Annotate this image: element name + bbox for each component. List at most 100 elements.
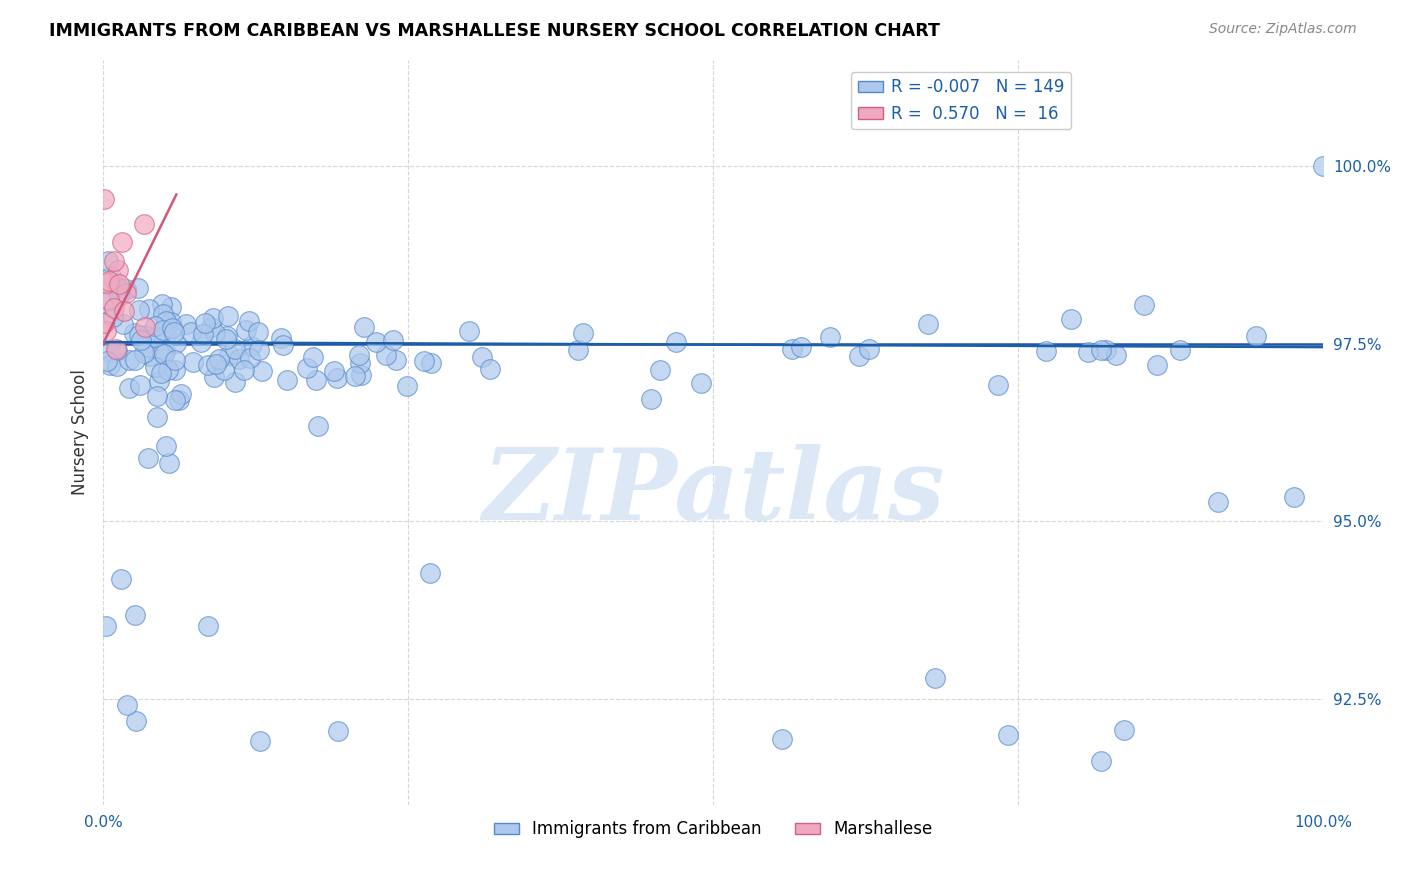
- Point: [148, 374, 170, 388]
- Point: [224, 375, 246, 389]
- Point: [917, 317, 939, 331]
- Text: ZIPatlas: ZIPatlas: [482, 443, 945, 541]
- Point: [224, 342, 246, 356]
- Point: [165, 362, 187, 376]
- Point: [103, 253, 125, 268]
- Point: [353, 319, 375, 334]
- Point: [997, 728, 1019, 742]
- Point: [858, 342, 880, 356]
- Point: [150, 297, 173, 311]
- Point: [167, 392, 190, 407]
- Point: [98, 359, 121, 373]
- Point: [153, 343, 176, 358]
- Point: [145, 330, 167, 344]
- Point: [1284, 490, 1306, 504]
- Point: [375, 348, 398, 362]
- Point: [105, 359, 128, 373]
- Point: [115, 698, 138, 713]
- Point: [180, 325, 202, 339]
- Point: [96, 276, 118, 290]
- Point: [160, 300, 183, 314]
- Point: [157, 456, 180, 470]
- Point: [165, 392, 187, 407]
- Point: [98, 274, 121, 288]
- Point: [295, 361, 318, 376]
- Point: [118, 353, 141, 368]
- Point: [155, 327, 177, 342]
- Point: [217, 310, 239, 324]
- Point: [93, 317, 115, 331]
- Point: [1095, 343, 1118, 358]
- Point: [218, 348, 240, 362]
- Point: [250, 364, 273, 378]
- Point: [108, 277, 131, 291]
- Point: [94, 619, 117, 633]
- Point: [690, 376, 713, 390]
- Point: [239, 338, 262, 352]
- Point: [247, 343, 270, 357]
- Point: [382, 333, 405, 347]
- Point: [1090, 343, 1112, 358]
- Point: [640, 392, 662, 406]
- Point: [131, 333, 153, 347]
- Point: [190, 334, 212, 349]
- Point: [249, 733, 271, 747]
- Point: [100, 268, 122, 283]
- Point: [155, 439, 177, 453]
- Point: [1133, 298, 1156, 312]
- Point: [848, 349, 870, 363]
- Point: [107, 289, 129, 303]
- Point: [118, 381, 141, 395]
- Point: [100, 344, 122, 359]
- Point: [124, 608, 146, 623]
- Point: [987, 377, 1010, 392]
- Point: [1077, 344, 1099, 359]
- Point: [128, 328, 150, 343]
- Y-axis label: Nursery School: Nursery School: [72, 369, 89, 495]
- Point: [152, 307, 174, 321]
- Point: [139, 349, 162, 363]
- Point: [212, 363, 235, 377]
- Point: [471, 351, 494, 365]
- Point: [208, 351, 231, 366]
- Point: [193, 326, 215, 341]
- Point: [458, 324, 481, 338]
- Point: [567, 343, 589, 357]
- Point: [129, 378, 152, 392]
- Point: [305, 373, 328, 387]
- Point: [93, 296, 115, 310]
- Point: [128, 302, 150, 317]
- Point: [820, 330, 842, 344]
- Point: [200, 320, 222, 334]
- Point: [111, 317, 134, 331]
- Point: [366, 334, 388, 349]
- Point: [1170, 343, 1192, 357]
- Point: [107, 263, 129, 277]
- Legend: Immigrants from Caribbean, Marshallese: Immigrants from Caribbean, Marshallese: [486, 814, 939, 845]
- Point: [326, 371, 349, 385]
- Point: [1114, 723, 1136, 737]
- Point: [114, 282, 136, 296]
- Point: [301, 350, 323, 364]
- Point: [215, 332, 238, 346]
- Point: [97, 254, 120, 268]
- Point: [1312, 159, 1334, 173]
- Point: [163, 325, 186, 339]
- Point: [924, 671, 946, 685]
- Point: [101, 310, 124, 324]
- Point: [150, 366, 173, 380]
- Point: [143, 360, 166, 375]
- Point: [153, 346, 176, 360]
- Point: [136, 450, 159, 465]
- Point: [145, 318, 167, 333]
- Point: [146, 389, 169, 403]
- Point: [165, 336, 187, 351]
- Point: [197, 358, 219, 372]
- Point: [239, 351, 262, 365]
- Point: [125, 714, 148, 728]
- Point: [1244, 329, 1267, 343]
- Point: [170, 386, 193, 401]
- Point: [307, 418, 329, 433]
- Point: [326, 724, 349, 739]
- Point: [276, 373, 298, 387]
